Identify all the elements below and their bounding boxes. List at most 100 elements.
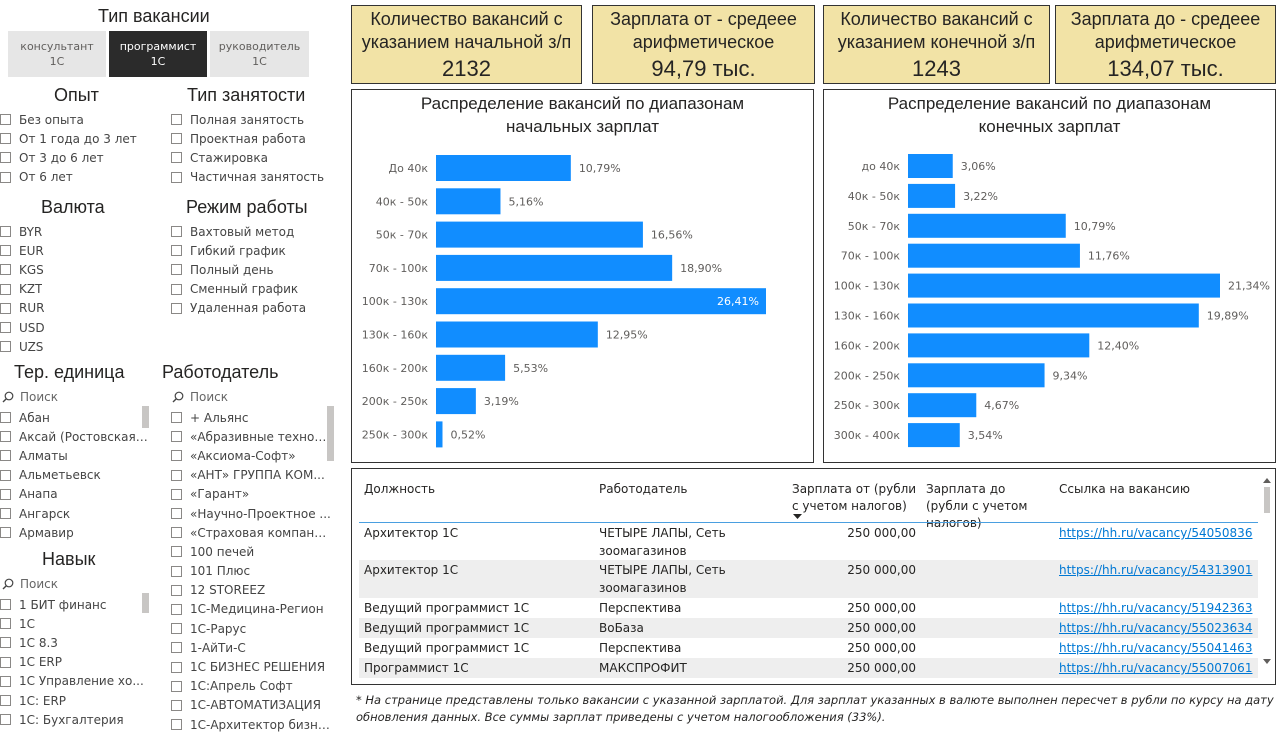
scroll-thumb[interactable] xyxy=(1264,487,1270,513)
bar[interactable] xyxy=(436,221,643,248)
checkbox[interactable] xyxy=(171,114,182,126)
employment-option[interactable]: Проектная работа xyxy=(171,129,331,148)
skill-option[interactable]: 1С: Бухгалтерия xyxy=(0,710,150,729)
checkbox[interactable] xyxy=(0,599,11,611)
currency-option[interactable]: USD xyxy=(0,318,140,337)
bar[interactable] xyxy=(908,303,1199,328)
checkbox[interactable] xyxy=(171,171,182,183)
skill-option[interactable]: 1С Управление хо... xyxy=(0,672,150,691)
checkbox[interactable] xyxy=(171,469,182,481)
checkbox[interactable] xyxy=(0,450,11,462)
employer-option[interactable]: + Альянс xyxy=(171,408,331,427)
employer-option[interactable]: «Гарант» xyxy=(171,485,331,504)
checkbox[interactable] xyxy=(171,450,182,462)
territory-option[interactable]: Анапа xyxy=(0,485,150,504)
skill-option[interactable]: 1С ERP xyxy=(0,653,150,672)
checkbox[interactable] xyxy=(171,412,182,424)
territory-scrollbar[interactable] xyxy=(142,406,149,428)
employer-option[interactable]: 1С:Апрель Софт xyxy=(171,677,331,696)
header-employer[interactable]: Работодатель xyxy=(599,482,688,496)
checkbox[interactable] xyxy=(171,680,182,692)
checkbox[interactable] xyxy=(0,488,11,500)
bar[interactable] xyxy=(436,254,673,281)
header-salary-from[interactable]: Зарплата от (рубли с учетом налогов) xyxy=(792,482,917,513)
bar[interactable] xyxy=(436,288,766,315)
cell-link[interactable]: https://hh.ru/vacancy/55023634 xyxy=(1059,621,1253,635)
bar[interactable] xyxy=(436,421,443,448)
experience-option[interactable]: От 1 года до 3 лет xyxy=(0,129,150,148)
currency-option[interactable]: UZS xyxy=(0,337,140,356)
employer-option[interactable]: «Страховая компани... xyxy=(171,523,331,542)
employer-option[interactable]: 1С-Рарус xyxy=(171,619,331,638)
header-link[interactable]: Ссылка на вакансию xyxy=(1059,482,1190,496)
table-row[interactable]: Архитектор 1С ЧЕТЫРЕ ЛАПЫ, Сеть зоомагази… xyxy=(359,523,1258,560)
checkbox[interactable] xyxy=(171,264,182,276)
cell-link[interactable]: https://hh.ru/vacancy/51942363 xyxy=(1059,601,1253,615)
employer-option[interactable]: 1С-Медицина-Регион xyxy=(171,600,331,619)
checkbox[interactable] xyxy=(0,133,11,145)
checkbox[interactable] xyxy=(171,642,182,654)
cell-link[interactable]: https://hh.ru/vacancy/54050836 xyxy=(1059,526,1253,540)
table-row[interactable]: Программист 1С МАКСПРОФИТ 250 000,00 https:… xyxy=(359,658,1258,678)
bar[interactable] xyxy=(908,154,953,178)
bar[interactable] xyxy=(908,333,1090,358)
employment-option[interactable]: Полная занятость xyxy=(171,110,331,129)
table-row[interactable]: Архитектор 1С ЧЕТЫРЕ ЛАПЫ, Сеть зоомагази… xyxy=(359,560,1258,598)
tile-consultant[interactable]: консультант 1С xyxy=(8,31,106,77)
experience-option[interactable]: Без опыта xyxy=(0,110,150,129)
cell-link[interactable]: https://hh.ru/vacancy/54313901 xyxy=(1059,563,1253,577)
checkbox[interactable] xyxy=(171,546,182,558)
table-row[interactable]: Ведущий программист 1С Перспектива 250 000… xyxy=(359,598,1258,618)
employer-option[interactable]: «АНТ» ГРУППА КОМ... xyxy=(171,466,331,485)
employer-option[interactable]: 12 STOREEZ xyxy=(171,581,331,600)
checkbox[interactable] xyxy=(171,245,182,257)
schedule-option[interactable]: Полный день xyxy=(171,260,331,279)
bar[interactable] xyxy=(908,393,977,418)
checkbox[interactable] xyxy=(0,675,11,687)
checkbox[interactable] xyxy=(0,527,11,539)
checkbox[interactable] xyxy=(0,245,11,257)
checkbox[interactable] xyxy=(171,152,182,164)
skill-search[interactable]: Поиск xyxy=(2,576,58,592)
territory-search[interactable]: Поиск xyxy=(2,389,58,405)
currency-option[interactable]: KZT xyxy=(0,280,140,299)
employer-option[interactable]: 100 печей xyxy=(171,542,331,561)
employer-option[interactable]: «Аксиома-Софт» xyxy=(171,446,331,465)
tile-manager[interactable]: руководитель 1С xyxy=(210,31,309,77)
skill-option[interactable]: 1С: ERP xyxy=(0,691,150,710)
bar[interactable] xyxy=(908,183,956,208)
territory-option[interactable]: Альметьевск xyxy=(0,466,150,485)
schedule-option[interactable]: Сменный график xyxy=(171,280,331,299)
checkbox[interactable] xyxy=(0,618,11,630)
header-salary-to[interactable]: Зарплата до (рубли с учетом налогов) xyxy=(926,482,1028,530)
checkbox[interactable] xyxy=(0,469,11,481)
checkbox[interactable] xyxy=(171,527,182,539)
checkbox[interactable] xyxy=(171,661,182,673)
employer-option[interactable]: 1С-АВТОМАТИЗАЦИЯ xyxy=(171,696,331,715)
checkbox[interactable] xyxy=(0,152,11,164)
checkbox[interactable] xyxy=(171,508,182,520)
table-row[interactable]: Ведущий программист 1С ВоБаза 250 000,00 ht… xyxy=(359,618,1258,638)
header-position[interactable]: Должность xyxy=(364,482,436,496)
skill-option[interactable]: 1С 8.3 xyxy=(0,633,150,652)
employment-option[interactable]: Частичная занятость xyxy=(171,168,331,187)
bar[interactable] xyxy=(908,213,1066,238)
checkbox[interactable] xyxy=(0,322,11,334)
currency-option[interactable]: KGS xyxy=(0,260,140,279)
skill-scrollbar[interactable] xyxy=(142,593,149,613)
employer-option[interactable]: 1С-Архитектор бизне... xyxy=(171,715,331,734)
bar[interactable] xyxy=(908,363,1045,388)
checkbox[interactable] xyxy=(171,226,182,238)
territory-option[interactable]: Армавир xyxy=(0,523,150,542)
checkbox[interactable] xyxy=(0,637,11,649)
cell-link[interactable]: https://hh.ru/vacancy/55007061 xyxy=(1059,661,1253,675)
checkbox[interactable] xyxy=(0,226,11,238)
checkbox[interactable] xyxy=(0,264,11,276)
checkbox[interactable] xyxy=(0,283,11,295)
territory-option[interactable]: Ангарск xyxy=(0,504,150,523)
checkbox[interactable] xyxy=(171,133,182,145)
tile-programmer[interactable]: программист 1С xyxy=(109,31,207,77)
checkbox[interactable] xyxy=(171,431,182,443)
checkbox[interactable] xyxy=(0,695,11,707)
schedule-option[interactable]: Удаленная работа xyxy=(171,299,331,318)
